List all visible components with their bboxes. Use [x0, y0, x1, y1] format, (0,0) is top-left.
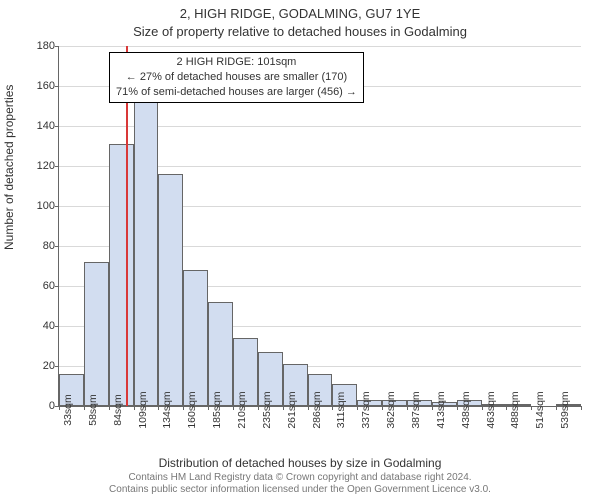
xtick-mark [283, 406, 284, 410]
xtick-label: 33sqm [62, 394, 74, 426]
ytick-label: 80 [43, 240, 55, 252]
xtick-label: 413sqm [435, 391, 447, 428]
xtick-label: 488sqm [509, 391, 521, 428]
xtick-mark [59, 406, 60, 410]
xtick-label: 235sqm [261, 391, 273, 428]
chart-title-line2: Size of property relative to detached ho… [0, 24, 600, 39]
xtick-mark [258, 406, 259, 410]
xtick-label: 387sqm [410, 391, 422, 428]
ytick-label: 60 [43, 280, 55, 292]
xtick-mark [531, 406, 532, 410]
xtick-label: 438sqm [460, 391, 472, 428]
xtick-mark [506, 406, 507, 410]
xtick-mark [556, 406, 557, 410]
ytick-mark [55, 46, 59, 47]
xtick-mark [482, 406, 483, 410]
ytick-label: 40 [43, 320, 55, 332]
xtick-mark [308, 406, 309, 410]
xtick-label: 134sqm [161, 391, 173, 428]
xtick-mark [382, 406, 383, 410]
chart-title-line1: 2, HIGH RIDGE, GODALMING, GU7 1YE [0, 6, 600, 21]
y-axis-label: Number of detached properties [2, 85, 16, 250]
ytick-mark [55, 126, 59, 127]
x-axis-label: Distribution of detached houses by size … [0, 456, 600, 470]
xtick-mark [581, 406, 582, 410]
annotation-box: 2 HIGH RIDGE: 101sqm ← 27% of detached h… [109, 52, 364, 103]
xtick-label: 539sqm [559, 391, 571, 428]
xtick-mark [84, 406, 85, 410]
histogram-bar [158, 174, 183, 406]
xtick-label: 261sqm [286, 391, 298, 428]
ytick-mark [55, 326, 59, 327]
xtick-mark [357, 406, 358, 410]
ytick-label: 160 [37, 80, 55, 92]
xtick-label: 311sqm [335, 392, 347, 429]
gridline-h [59, 46, 581, 47]
annotation-line3: 71% of semi-detached houses are larger (… [116, 85, 357, 100]
xtick-label: 160sqm [186, 391, 198, 428]
ytick-mark [55, 86, 59, 87]
ytick-label: 140 [37, 120, 55, 132]
ytick-mark [55, 366, 59, 367]
plot-area: 02040608010012014016018033sqm58sqm84sqm1… [58, 46, 581, 407]
xtick-mark [158, 406, 159, 410]
xtick-label: 337sqm [360, 391, 372, 428]
xtick-label: 286sqm [311, 391, 323, 428]
ytick-label: 120 [37, 160, 55, 172]
footer-line2: Contains public sector information licen… [0, 484, 600, 496]
xtick-mark [208, 406, 209, 410]
ytick-mark [55, 286, 59, 287]
xtick-mark [457, 406, 458, 410]
ytick-label: 0 [49, 400, 55, 412]
histogram-bar [183, 270, 208, 406]
xtick-label: 58sqm [87, 394, 99, 426]
xtick-label: 463sqm [485, 391, 497, 428]
footer-line1: Contains HM Land Registry data © Crown c… [0, 472, 600, 484]
ytick-mark [55, 206, 59, 207]
histogram-bar [109, 144, 134, 406]
annotation-line1: 2 HIGH RIDGE: 101sqm [116, 55, 357, 70]
footer-attribution: Contains HM Land Registry data © Crown c… [0, 472, 600, 496]
histogram-bar [84, 262, 109, 406]
ytick-mark [55, 166, 59, 167]
xtick-mark [233, 406, 234, 410]
histogram-bar [134, 98, 159, 406]
xtick-label: 109sqm [137, 391, 149, 428]
annotation-line2: ← 27% of detached houses are smaller (17… [116, 70, 357, 85]
xtick-mark [432, 406, 433, 410]
xtick-mark [183, 406, 184, 410]
ytick-mark [55, 246, 59, 247]
xtick-mark [407, 406, 408, 410]
xtick-label: 362sqm [385, 391, 397, 428]
xtick-label: 514sqm [534, 391, 546, 428]
xtick-label: 84sqm [112, 394, 124, 426]
ytick-label: 20 [43, 360, 55, 372]
xtick-mark [332, 406, 333, 410]
xtick-mark [109, 406, 110, 410]
xtick-label: 185sqm [211, 391, 223, 428]
xtick-label: 210sqm [236, 391, 248, 428]
xtick-mark [134, 406, 135, 410]
ytick-label: 180 [37, 40, 55, 52]
ytick-label: 100 [37, 200, 55, 212]
